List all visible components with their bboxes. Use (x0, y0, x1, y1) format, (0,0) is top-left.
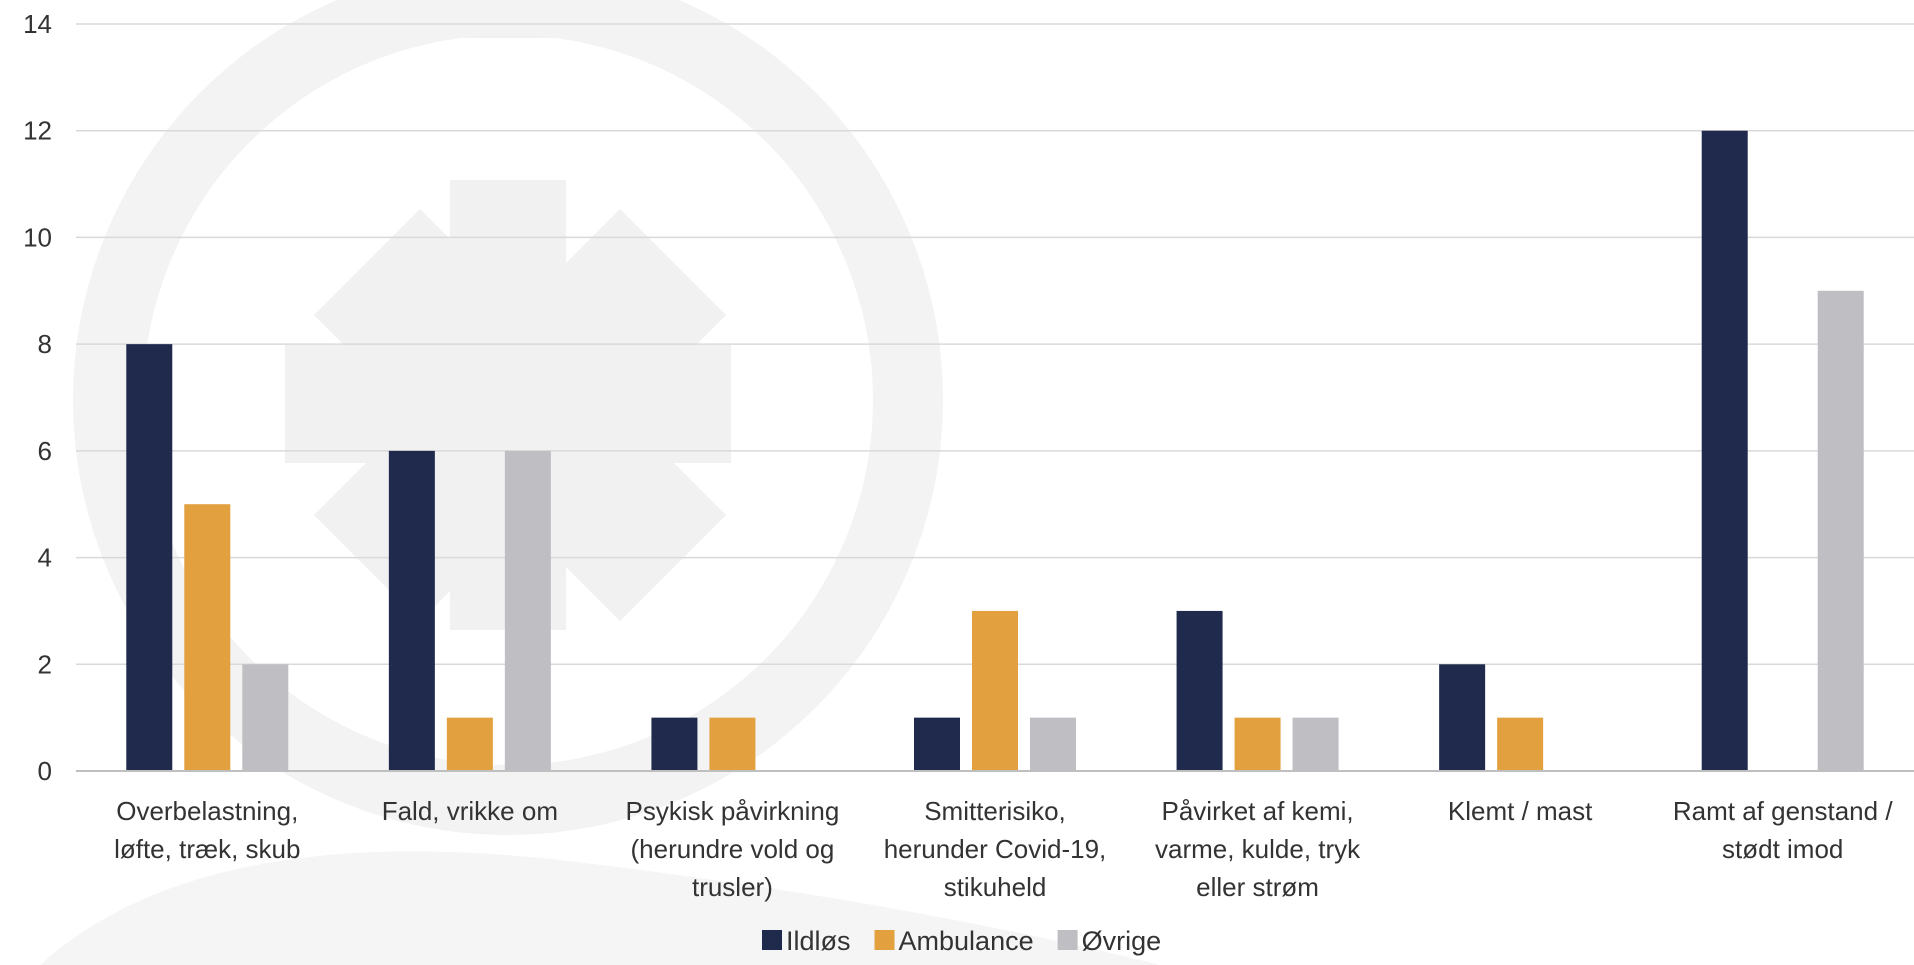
bar-øvrige (1030, 717, 1076, 771)
legend-label-øvrige: Øvrige (1082, 926, 1162, 956)
category-label: løfte, træk, skub (114, 834, 300, 864)
bar-ambulance (1234, 717, 1281, 771)
category-label: Ramt af genstand / (1673, 796, 1893, 826)
bar-ambulance (446, 717, 493, 771)
bar-ildløs (1176, 610, 1223, 771)
bar-ildløs (126, 344, 173, 771)
category-label: stikuheld (944, 872, 1047, 902)
category-label: Påvirket af kemi, (1161, 796, 1353, 826)
bar-ildløs (388, 450, 435, 771)
y-tick-label: 8 (38, 329, 52, 359)
legend-label-ambulance: Ambulance (899, 926, 1034, 956)
legend: Ildløs Ambulance Øvrige (762, 926, 1161, 956)
legend-swatch-øvrige (1057, 930, 1078, 950)
bars (126, 130, 1864, 771)
legend-label-ildløs: Ildløs (786, 926, 851, 956)
category-label: eller strøm (1196, 872, 1319, 902)
y-tick-label: 12 (23, 116, 52, 146)
bar-ildløs (1701, 130, 1748, 771)
category-label: Overbelastning, (116, 796, 298, 826)
legend-swatch-ambulance (874, 930, 895, 950)
y-tick-label: 4 (38, 543, 52, 573)
bar-øvrige (242, 664, 289, 771)
y-tick-label: 6 (38, 436, 52, 466)
category-label: trusler) (692, 872, 773, 902)
bar-ambulance (972, 610, 1018, 771)
category-label: stødt imod (1722, 834, 1843, 864)
category-label: herunder Covid-19, (884, 834, 1107, 864)
y-tick-label: 2 (38, 649, 52, 679)
category-label: Psykisk påvirkning (625, 796, 839, 826)
bar-ildløs (651, 717, 698, 771)
bar-øvrige (504, 450, 551, 771)
bar-ambulance (1497, 717, 1544, 771)
bar-ildløs (1439, 664, 1486, 771)
y-tick-label: 0 (38, 756, 52, 786)
category-label: Fald, vrikke om (382, 796, 558, 826)
category-label: (herundre vold og (631, 834, 835, 864)
category-labels: Overbelastning, løfte, træk, skub Fald, vr… (114, 796, 1893, 902)
y-tick-label: 14 (23, 9, 52, 39)
category-label: Klemt / mast (1448, 796, 1593, 826)
category-label: varme, kulde, tryk (1155, 834, 1361, 864)
bar-øvrige (1292, 717, 1339, 771)
category-label: Smitterisiko, (924, 796, 1066, 826)
bar-øvrige (1817, 290, 1864, 771)
legend-swatch-ildløs (762, 930, 782, 950)
bar-ambulance (184, 504, 231, 771)
gridlines (76, 23, 1914, 666)
y-tick-label: 10 (23, 222, 52, 252)
y-axis-ticks: 0 2 4 6 8 10 12 14 (23, 9, 52, 786)
bar-ambulance (709, 717, 756, 771)
bar-ildløs (914, 717, 960, 771)
